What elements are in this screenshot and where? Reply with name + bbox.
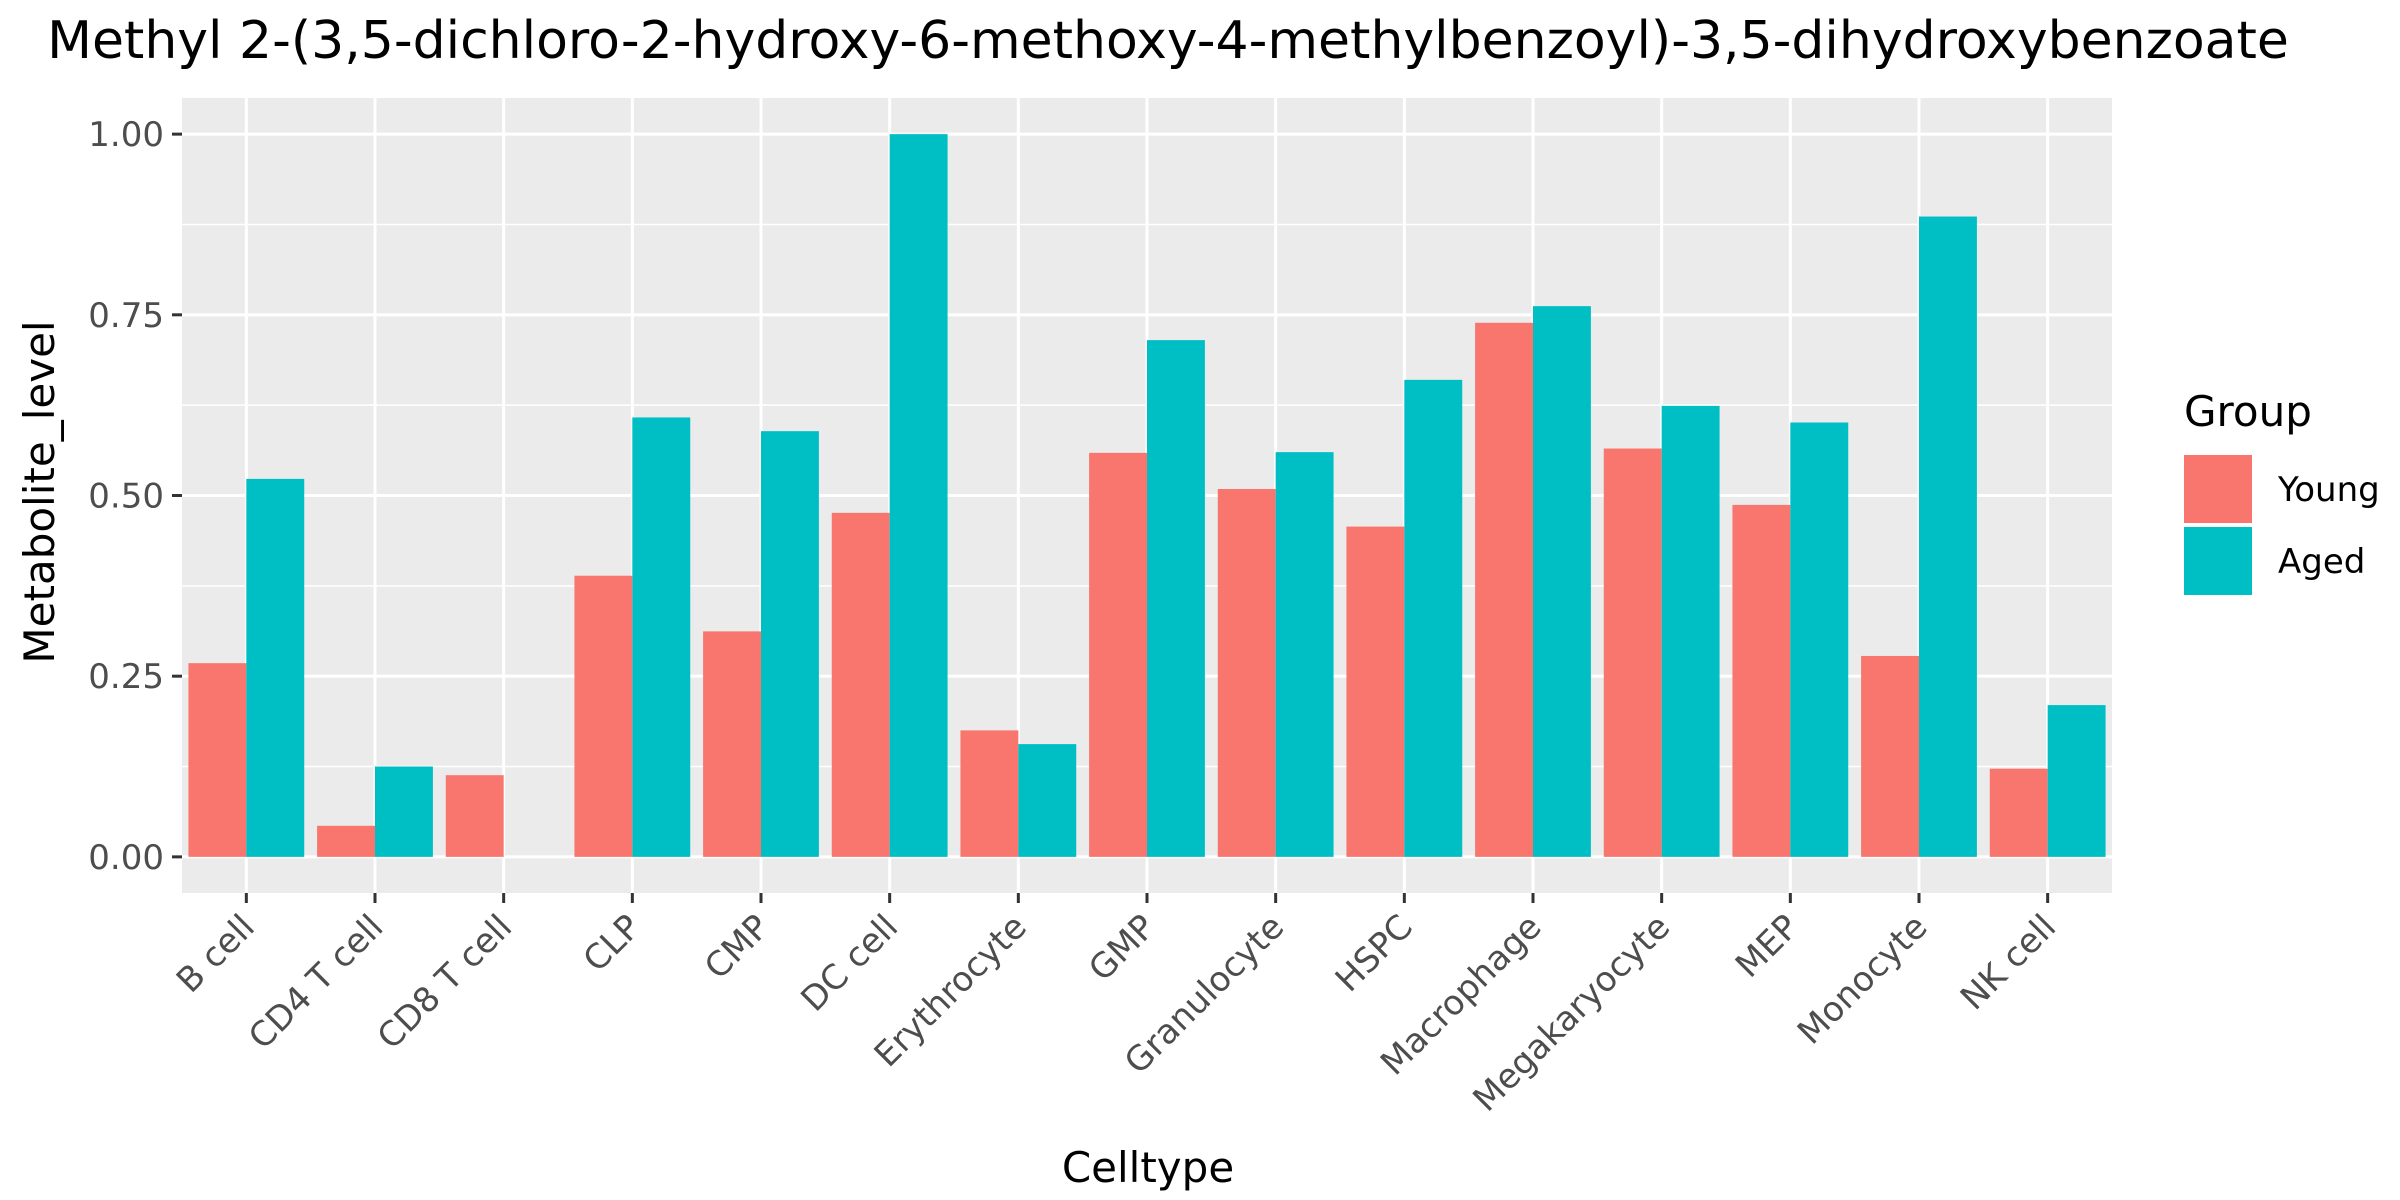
bar-aged-b-cell [246,478,305,857]
bar-aged-cd4-t-cell [375,766,433,857]
bar-young-nk-cell [1989,768,2048,857]
bar-young-hspc [1346,526,1405,857]
x-tick-label: MEP [1728,907,1807,986]
x-tick-label: DC cell [793,907,906,1020]
y-tick-label: 1.00 [88,115,164,155]
y-tick-label: 0.25 [88,657,164,697]
x-tick-label: B cell [169,907,263,1001]
bar-young-megakaryocyte [1603,448,1662,857]
legend-title: Group [2184,387,2312,436]
legend-label-aged: Aged [2278,542,2365,582]
y-axis-title: Metabolite_level [15,320,64,663]
legend: Group Young Aged [2184,387,2380,595]
bar-young-cd8-t-cell [445,775,504,857]
bar-young-cmp [703,631,761,857]
legend-key-young [2184,455,2252,523]
x-tick-label: HSPC [1328,907,1421,1000]
bar-young-monocyte [1861,655,1919,857]
bar-aged-megakaryocyte [1661,405,1720,857]
bar-aged-erythrocyte [1018,744,1077,857]
bar-aged-cmp [761,431,819,857]
x-tick-label: CLP [576,907,649,980]
legend-label-young: Young [2277,470,2380,510]
bar-aged-clp [632,417,691,857]
bars [188,134,2106,857]
bar-young-granulocyte [1217,488,1276,857]
bar-aged-macrophage [1533,306,1591,857]
bar-young-clp [574,575,633,857]
bar-young-cd4-t-cell [317,825,375,857]
bar-young-dc-cell [831,512,890,857]
x-tick-label: GMP [1081,907,1163,989]
x-tick-label: CMP [697,907,777,987]
legend-key-aged [2184,527,2252,595]
bar-aged-dc-cell [889,134,948,857]
x-axis-title: Celltype [1062,1143,1234,1192]
x-tick-label: CD4 T cell [241,907,391,1057]
bar-aged-nk-cell [2047,705,2106,857]
bar-aged-mep [1790,422,1849,857]
bar-aged-monocyte [1919,216,1977,857]
bar-aged-gmp [1147,340,1205,857]
bar-young-erythrocyte [960,730,1019,857]
bar-aged-granulocyte [1275,452,1334,857]
bar-young-mep [1732,504,1791,857]
x-tick-label: CD8 T cell [370,907,520,1057]
bar-young-b-cell [188,663,247,857]
bar-young-macrophage [1475,322,1533,857]
bar-aged-hspc [1404,379,1463,857]
bar-young-gmp [1089,452,1147,857]
y-tick-label: 0.00 [88,838,164,878]
chart-title: Methyl 2-(3,5-dichloro-2-hydroxy-6-metho… [47,11,2289,71]
y-tick-label: 0.50 [88,477,164,517]
y-tick-label: 0.75 [88,296,164,336]
x-tick-label: NK cell [1953,907,2064,1018]
x-tick-label: Monocyte [1790,907,1935,1052]
